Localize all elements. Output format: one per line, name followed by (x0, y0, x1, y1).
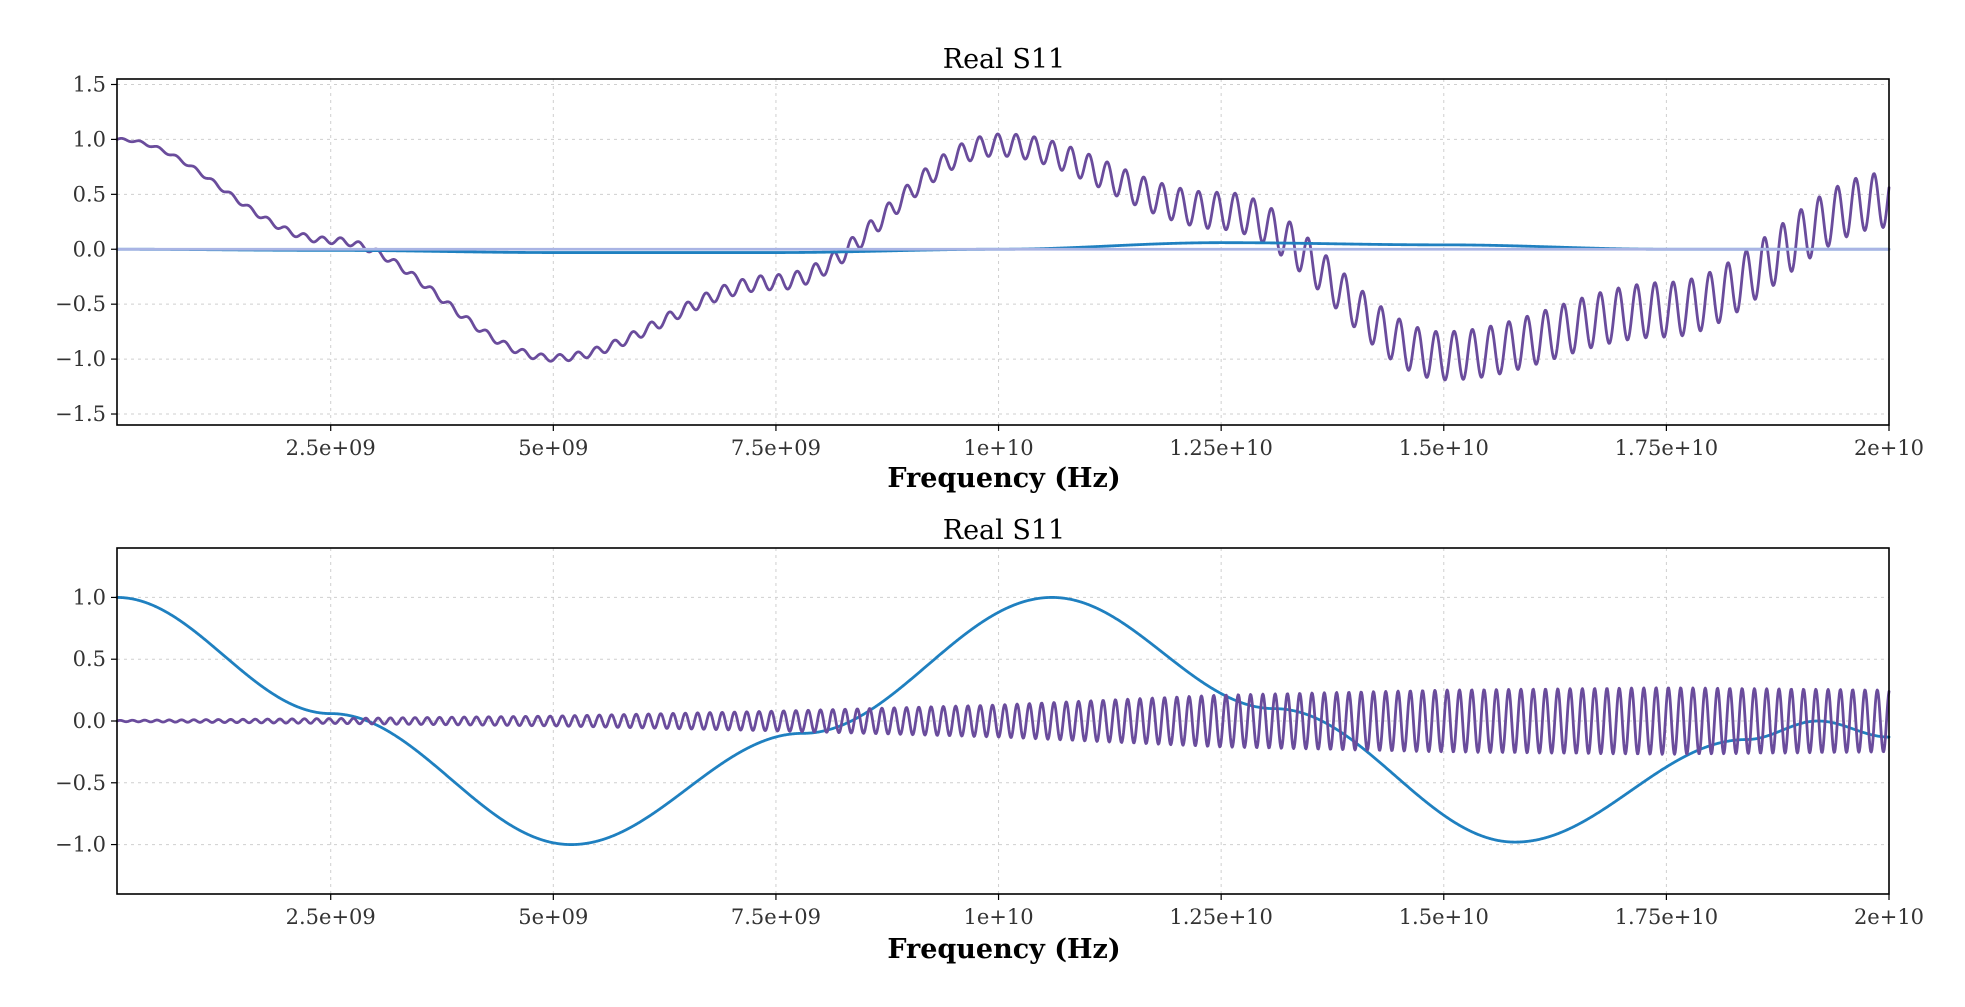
chart-title: Real S11 (943, 44, 1065, 75)
y-tick-label: 0.0 (73, 709, 106, 733)
x-tick-label: 2e+10 (1854, 436, 1924, 460)
series-line-1 (115, 132, 1891, 382)
tick-group: 2.5e+09 5e+09 7.5e+09 1e+10 1.25e+10 1.5e+10 1… (55, 72, 1924, 460)
chart-top: Real S11 2.5e+09 5e+09 7.5e+09 1e+10 1.25e+1… (55, 44, 1924, 494)
x-tick-label: 1.25e+10 (1169, 436, 1273, 460)
x-tick-label: 2e+10 (1854, 905, 1924, 929)
y-tick-label: 0.5 (73, 647, 106, 671)
y-tick-label: 1.0 (73, 585, 106, 609)
chart-title: Real S11 (943, 515, 1065, 546)
series-group (115, 596, 1891, 846)
y-tick-label: −1.0 (55, 347, 106, 371)
series-group (115, 132, 1891, 382)
y-tick-label: −0.5 (55, 292, 106, 316)
series-line-2 (115, 686, 1891, 756)
x-tick-label: 1.75e+10 (1615, 436, 1719, 460)
x-tick-label: 7.5e+09 (731, 905, 821, 929)
x-tick-label: 1e+10 (963, 436, 1033, 460)
chart-bottom: Real S11 2.5e+09 5e+09 7.5e+09 1e+10 1.25e+1… (55, 515, 1924, 965)
x-tick-label: 5e+09 (518, 436, 588, 460)
y-tick-label: 0.0 (73, 237, 106, 261)
x-tick-label: 1.5e+10 (1399, 905, 1489, 929)
x-tick-label: 5e+09 (518, 905, 588, 929)
series-line-1 (115, 596, 1891, 846)
x-tick-label: 2.5e+09 (286, 436, 376, 460)
tick-group: 2.5e+09 5e+09 7.5e+09 1e+10 1.25e+10 1.5e+10 1… (55, 585, 1924, 929)
y-tick-label: −1.0 (55, 833, 106, 857)
x-axis-label: Frequency (Hz) (887, 934, 1120, 965)
y-tick-label: −1.5 (55, 402, 106, 426)
y-tick-label: 1.5 (73, 72, 106, 96)
x-tick-label: 1.25e+10 (1169, 905, 1273, 929)
x-tick-label: 1.5e+10 (1399, 436, 1489, 460)
y-tick-label: 1.0 (73, 127, 106, 151)
x-tick-label: 1e+10 (963, 905, 1033, 929)
plot-frame (116, 78, 1890, 426)
x-tick-label: 1.75e+10 (1615, 905, 1719, 929)
y-tick-label: 0.5 (73, 182, 106, 206)
x-tick-label: 2.5e+09 (286, 905, 376, 929)
x-axis-label: Frequency (Hz) (887, 463, 1120, 494)
y-tick-label: −0.5 (55, 771, 106, 795)
x-tick-label: 7.5e+09 (731, 436, 821, 460)
series-line-2 (115, 241, 1891, 254)
